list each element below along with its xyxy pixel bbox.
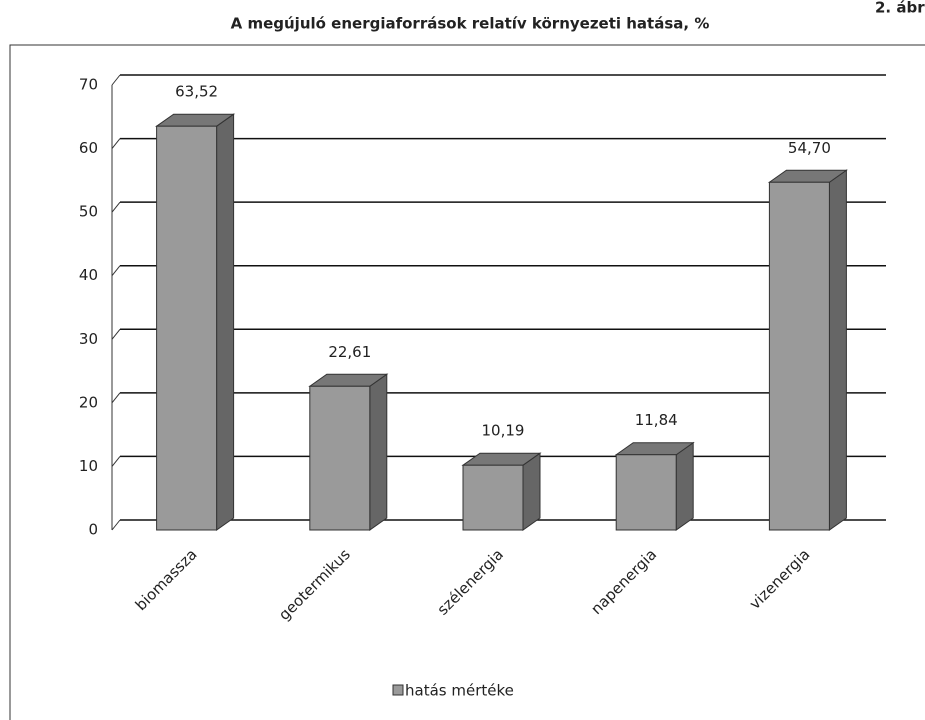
y-tick-label: 0 — [88, 521, 98, 539]
tick-mark — [111, 456, 121, 467]
data-label: 63,52 — [175, 83, 218, 101]
x-tick-label: szélenergia — [434, 545, 507, 618]
y-tick-label: 10 — [79, 457, 98, 475]
chart-frame — [9, 44, 925, 720]
bar-side — [828, 169, 847, 531]
bar-front — [615, 454, 677, 531]
figure-label: 2. ábr — [875, 0, 925, 17]
tick-mark — [111, 392, 121, 404]
data-label: 54,70 — [788, 139, 831, 157]
y-tick-label: 70 — [79, 76, 98, 94]
x-tick-label: biomassza — [132, 545, 201, 614]
tick-mark — [111, 328, 121, 340]
data-label: 22,61 — [328, 343, 371, 361]
x-tick-label: napenergia — [587, 545, 660, 618]
x-tick-label: vizenergia — [746, 545, 814, 613]
y-tick-label: 40 — [79, 266, 98, 284]
bar — [461, 452, 542, 531]
bar-front — [462, 464, 524, 531]
bar-front — [156, 125, 218, 531]
legend-swatch — [392, 684, 404, 696]
bar-front — [309, 385, 371, 531]
tick-mark — [111, 201, 121, 213]
bar — [155, 113, 236, 531]
legend-label: hatás mértéke — [405, 682, 514, 700]
tick-mark — [111, 74, 121, 86]
bar-side — [522, 452, 541, 531]
bar-side — [216, 113, 235, 531]
y-tick-label: 30 — [79, 330, 98, 348]
bar-side — [369, 373, 388, 531]
y-tick-label: 50 — [79, 203, 98, 221]
data-label: 10,19 — [482, 422, 525, 440]
bar — [767, 169, 848, 531]
chart-title: A megújuló energiaforrások relatív körny… — [231, 15, 710, 33]
tick-mark — [111, 519, 121, 531]
data-label: 11,84 — [635, 411, 678, 429]
tick-mark — [111, 265, 121, 277]
bar-side — [675, 441, 694, 531]
bar — [614, 441, 695, 531]
y-tick-label: 20 — [79, 393, 98, 411]
bar-front — [768, 181, 830, 531]
tick-mark — [111, 138, 121, 149]
y-tick-label: 60 — [79, 139, 98, 157]
bar — [308, 373, 389, 531]
x-tick-label: geotermikus — [275, 545, 354, 624]
